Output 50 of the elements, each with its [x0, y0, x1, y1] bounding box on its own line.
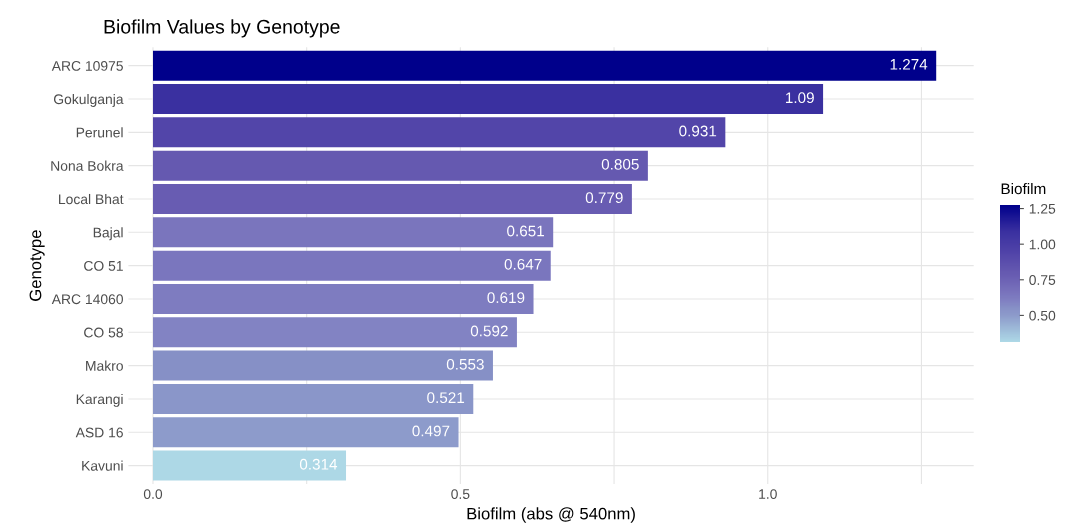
data-label: 0.651 [507, 225, 544, 237]
y-tick-label: ASD 16 [75, 427, 123, 438]
x-tick-label: 0.0 [143, 489, 163, 499]
color-bar-label: 1.25 [1029, 203, 1056, 214]
y-axis-title: Genotype [29, 230, 45, 301]
color-bar-label: 1.00 [1029, 239, 1056, 250]
color-bar-label: 0.75 [1029, 275, 1056, 285]
data-label: 0.497 [412, 425, 450, 437]
bar [152, 383, 474, 414]
bar [152, 317, 517, 348]
y-tick-label: Bajal [93, 227, 123, 241]
chart-title: Biofilm Values by Genotype [104, 19, 340, 38]
y-tick-label: Gokulganja [53, 93, 124, 107]
bar [152, 283, 534, 314]
data-label: 0.521 [427, 392, 465, 404]
data-label: 0.931 [679, 125, 717, 137]
bar [152, 50, 937, 81]
x-tick-label: 0.5 [451, 489, 470, 499]
data-label: 0.314 [299, 458, 338, 470]
color-bar-title: Biofilm [1001, 182, 1046, 195]
data-label: 0.553 [446, 358, 484, 370]
y-tick-label: CO 51 [84, 260, 123, 271]
y-tick-label: Local Bhat [59, 193, 124, 205]
y-tick-label: Karangi [76, 393, 123, 407]
bar [152, 350, 493, 381]
data-label: 0.619 [487, 292, 525, 304]
data-label: 0.647 [504, 258, 542, 270]
y-tick-label: CO 58 [84, 327, 123, 338]
data-label: 0.592 [470, 325, 508, 337]
data-label: 1.09 [786, 92, 814, 104]
bar [152, 150, 648, 181]
y-tick-label: Makro [86, 360, 123, 371]
y-tick-label: Nona Bokra [51, 160, 124, 171]
bar [152, 450, 347, 481]
data-label: 1.274 [890, 58, 928, 70]
bar [152, 117, 726, 148]
data-label: 0.779 [585, 192, 623, 204]
y-tick-label: Perunel [76, 127, 123, 138]
data-label: 0.805 [601, 158, 639, 170]
y-tick-label: ARC 10975 [51, 61, 123, 71]
color-bar-label: 0.50 [1029, 310, 1056, 321]
bar [152, 417, 459, 448]
bar [152, 250, 551, 281]
bar [152, 217, 554, 248]
x-axis-title: Biofilm (abs @ 540nm) [467, 507, 635, 523]
bar [152, 84, 824, 114]
y-tick-label: Kavuni [82, 460, 123, 471]
y-tick-label: ARC 14060 [51, 294, 123, 305]
x-tick-label: 1.0 [759, 489, 777, 499]
bar [152, 183, 632, 214]
